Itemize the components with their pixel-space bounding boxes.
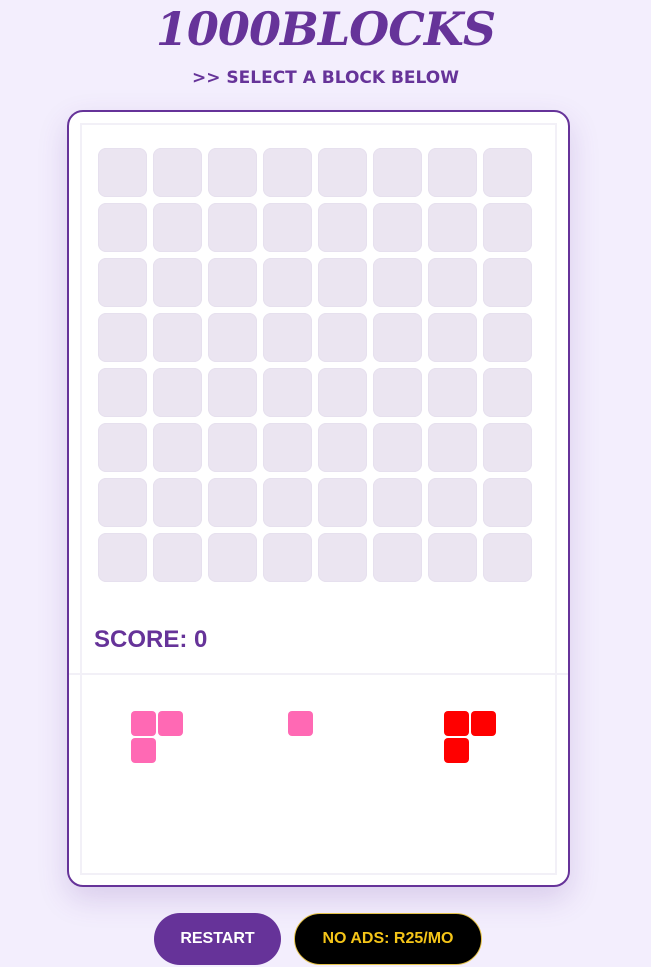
board-cell[interactable] [483,203,532,252]
piece-cell [471,711,496,736]
board-cell[interactable] [318,423,367,472]
board-cell[interactable] [98,313,147,362]
board-cell[interactable] [208,478,257,527]
board-cell[interactable] [373,203,422,252]
board-cell[interactable] [208,533,257,582]
board-cell[interactable] [98,368,147,417]
board-cell[interactable] [318,478,367,527]
board-cell[interactable] [373,368,422,417]
instruction-text: >> SELECT A BLOCK BELOW [192,68,459,88]
board-cell[interactable] [208,313,257,362]
board-cell[interactable] [318,533,367,582]
board-cell[interactable] [98,258,147,307]
board-cell[interactable] [318,313,367,362]
board-cell[interactable] [318,258,367,307]
board-cell[interactable] [263,533,312,582]
board-cell[interactable] [318,368,367,417]
score-display: SCORE: 0 [94,626,208,653]
board-cell[interactable] [483,368,532,417]
board-cell[interactable] [428,478,477,527]
board-cell[interactable] [98,423,147,472]
board-cell[interactable] [428,148,477,197]
board-cell[interactable] [208,203,257,252]
board-cell[interactable] [373,313,422,362]
board-cell[interactable] [263,313,312,362]
board-cell[interactable] [98,203,147,252]
board-cell[interactable] [483,478,532,527]
board-cell[interactable] [263,423,312,472]
board-cell[interactable] [373,533,422,582]
board-cell[interactable] [263,478,312,527]
board-cell[interactable] [483,533,532,582]
board-cell[interactable] [373,423,422,472]
piece-cell [131,738,156,763]
board-cell[interactable] [428,423,477,472]
board-cell[interactable] [153,533,202,582]
board-cell[interactable] [98,533,147,582]
game-card: SCORE: 0 [67,110,570,887]
piece-cell [288,711,313,736]
board-cell[interactable] [428,258,477,307]
board-cell[interactable] [263,258,312,307]
game-frame [80,123,557,875]
board-cell[interactable] [208,258,257,307]
piece-cell [444,738,469,763]
board-cell[interactable] [263,203,312,252]
board-cell[interactable] [208,423,257,472]
board-cell[interactable] [483,313,532,362]
piece-cell [131,711,156,736]
board-cell[interactable] [373,258,422,307]
divider [69,673,568,675]
game-title: 1000BLOCKS [155,2,496,56]
piece-cell [444,711,469,736]
board-cell[interactable] [263,368,312,417]
board-cell[interactable] [153,423,202,472]
board-cell[interactable] [263,148,312,197]
board-cell[interactable] [428,313,477,362]
board-cell[interactable] [208,148,257,197]
board-cell[interactable] [428,203,477,252]
board-cell[interactable] [483,423,532,472]
board-cell[interactable] [98,478,147,527]
board-cell[interactable] [428,533,477,582]
board-cell[interactable] [318,148,367,197]
board-cell[interactable] [153,478,202,527]
board-cell[interactable] [98,148,147,197]
board-cell[interactable] [153,203,202,252]
board-cell[interactable] [318,203,367,252]
board-cell[interactable] [428,368,477,417]
board-cell[interactable] [153,368,202,417]
board-cell[interactable] [153,148,202,197]
board-cell[interactable] [153,258,202,307]
board-cell[interactable] [373,478,422,527]
piece-cell [158,711,183,736]
game-board[interactable] [98,148,538,588]
restart-button[interactable]: RESTART [154,913,281,965]
board-cell[interactable] [483,258,532,307]
board-cell[interactable] [208,368,257,417]
board-cell[interactable] [483,148,532,197]
board-cell[interactable] [373,148,422,197]
no-ads-button[interactable]: NO ADS: R25/MO [294,913,482,965]
board-cell[interactable] [153,313,202,362]
